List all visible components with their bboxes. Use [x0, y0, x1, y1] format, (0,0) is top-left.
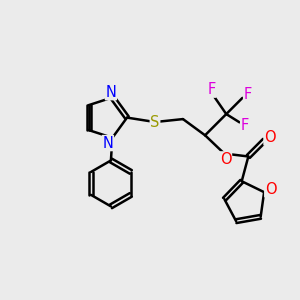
Text: O: O [220, 152, 232, 167]
Text: F: F [241, 118, 249, 134]
Text: F: F [244, 87, 252, 102]
Text: N: N [103, 136, 113, 151]
Text: N: N [106, 85, 116, 100]
Text: O: O [264, 130, 276, 145]
Text: S: S [150, 115, 160, 130]
Text: F: F [207, 82, 216, 97]
Text: O: O [265, 182, 276, 197]
